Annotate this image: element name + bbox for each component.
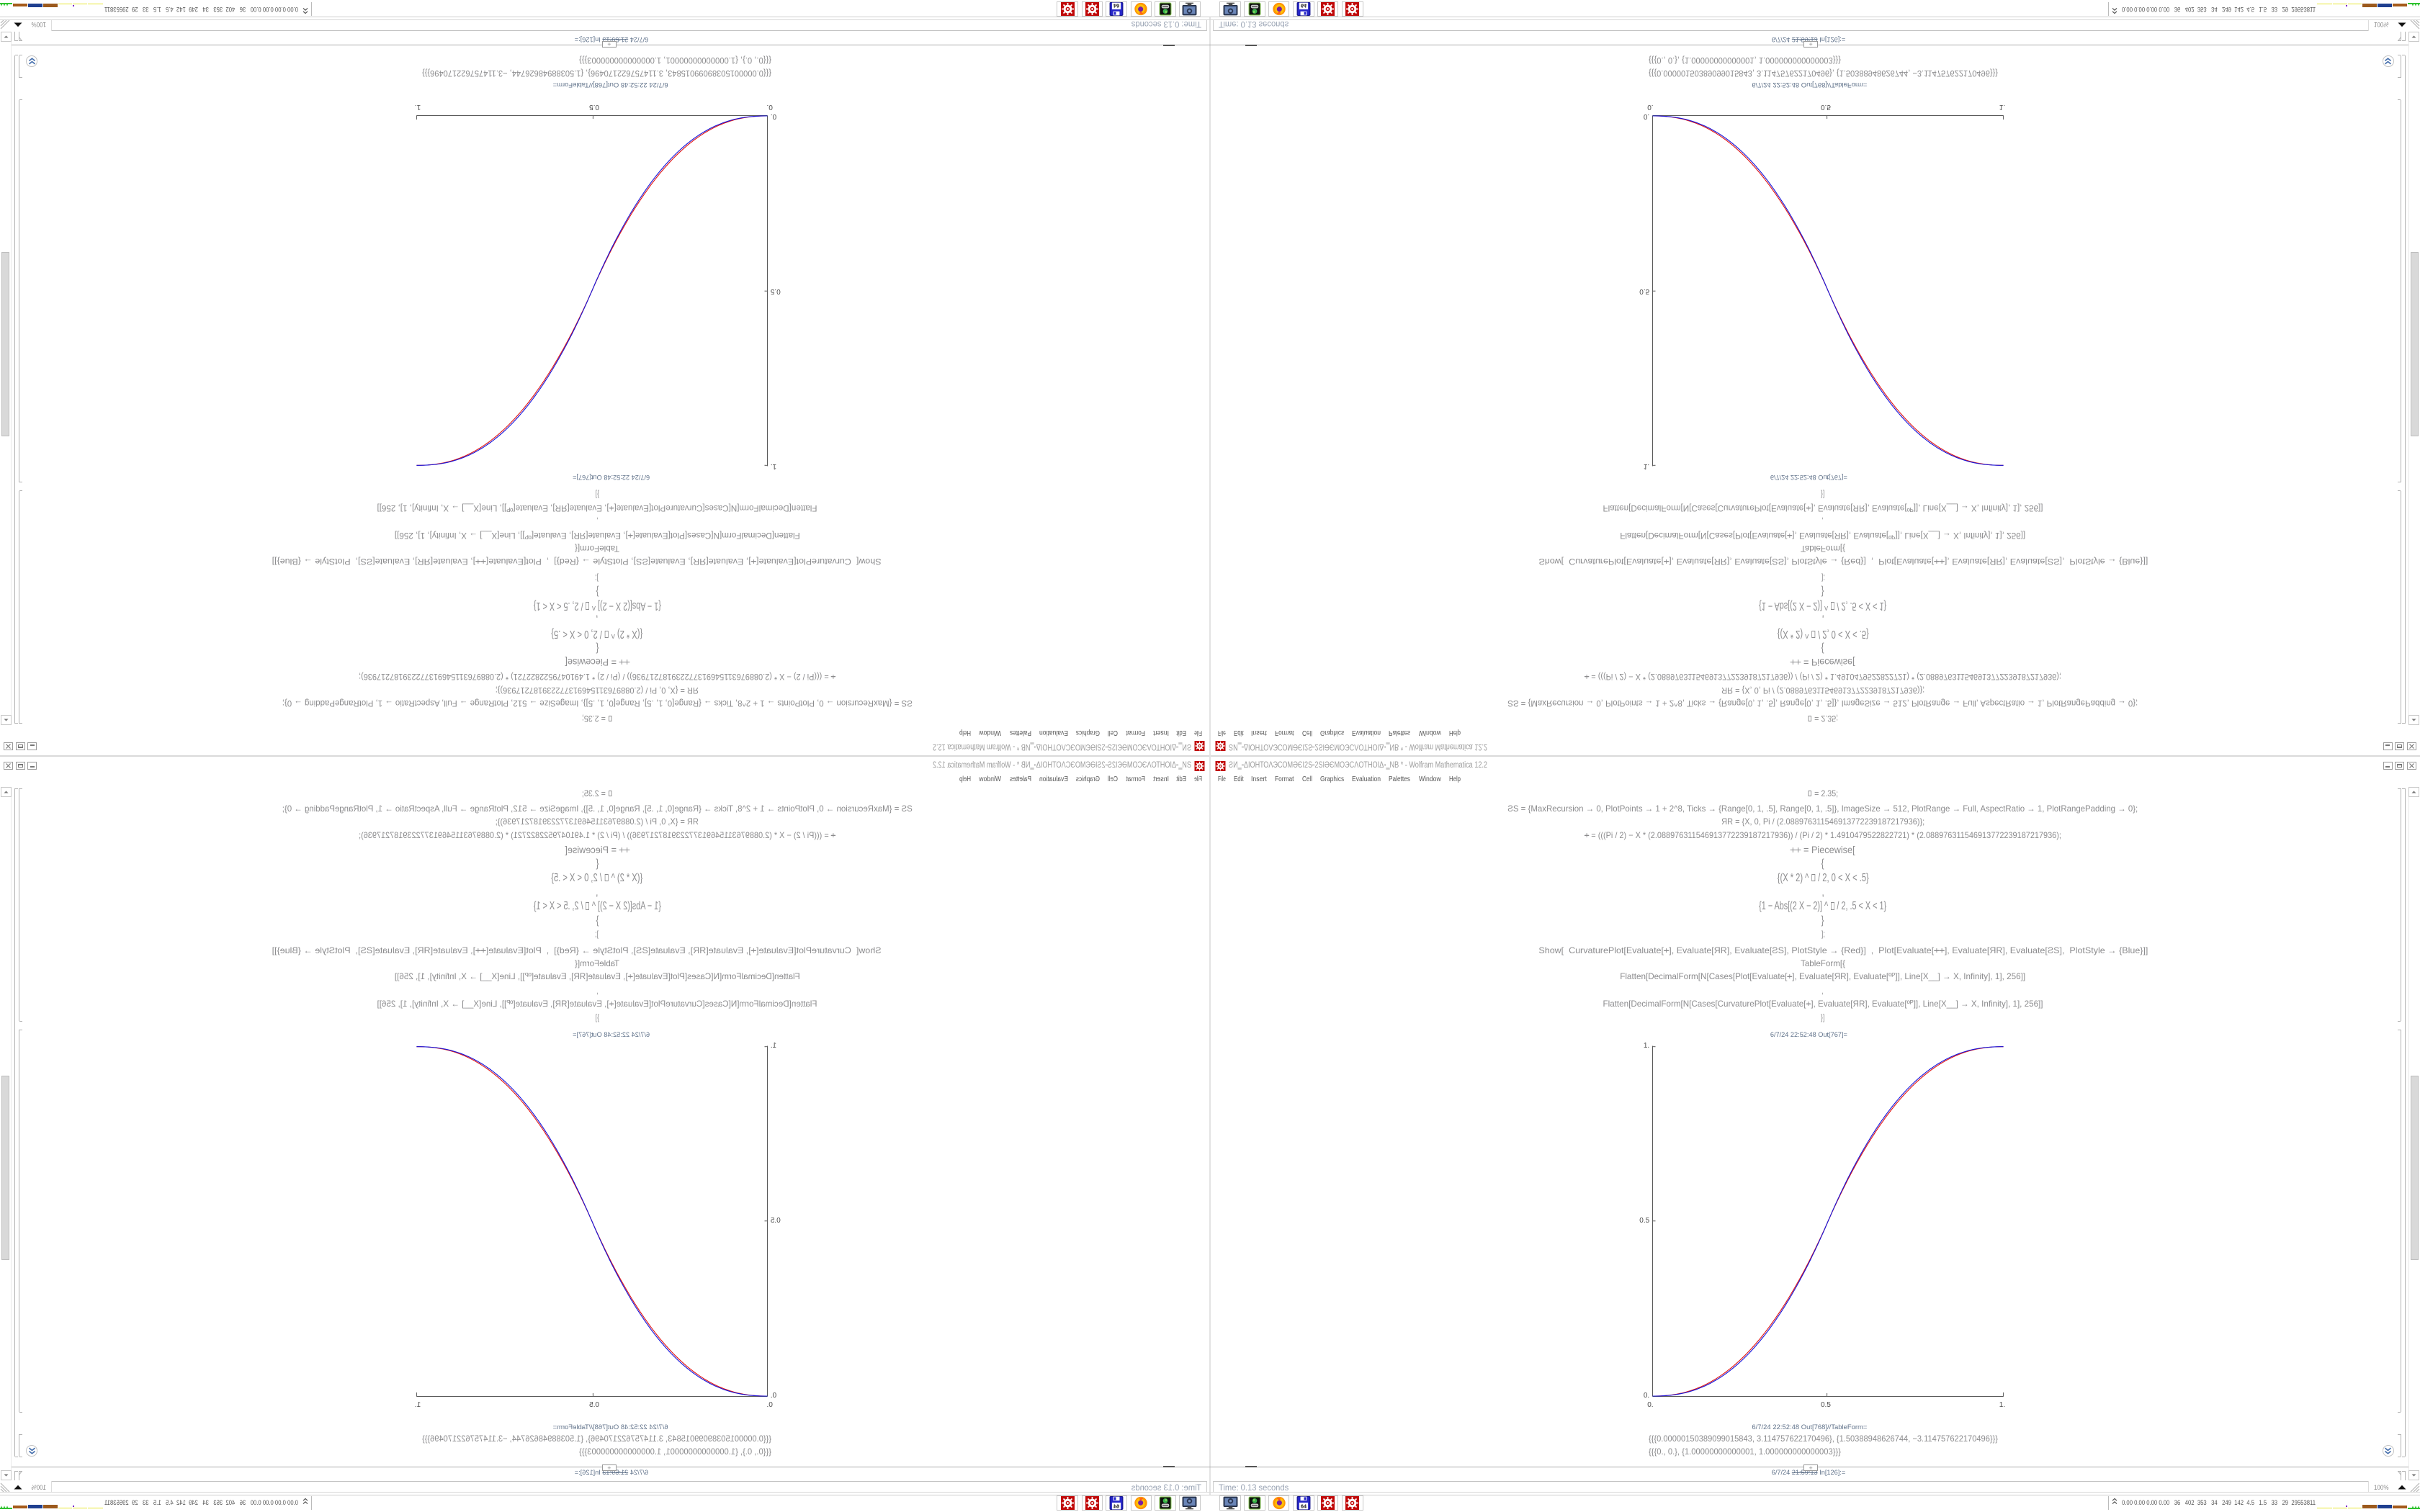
svg-text:64: 64 <box>1113 1503 1119 1510</box>
svg-text:64: 64 <box>1113 2 1119 9</box>
svg-text:64: 64 <box>1301 1503 1307 1510</box>
svg-text:64: 64 <box>1301 2 1307 9</box>
